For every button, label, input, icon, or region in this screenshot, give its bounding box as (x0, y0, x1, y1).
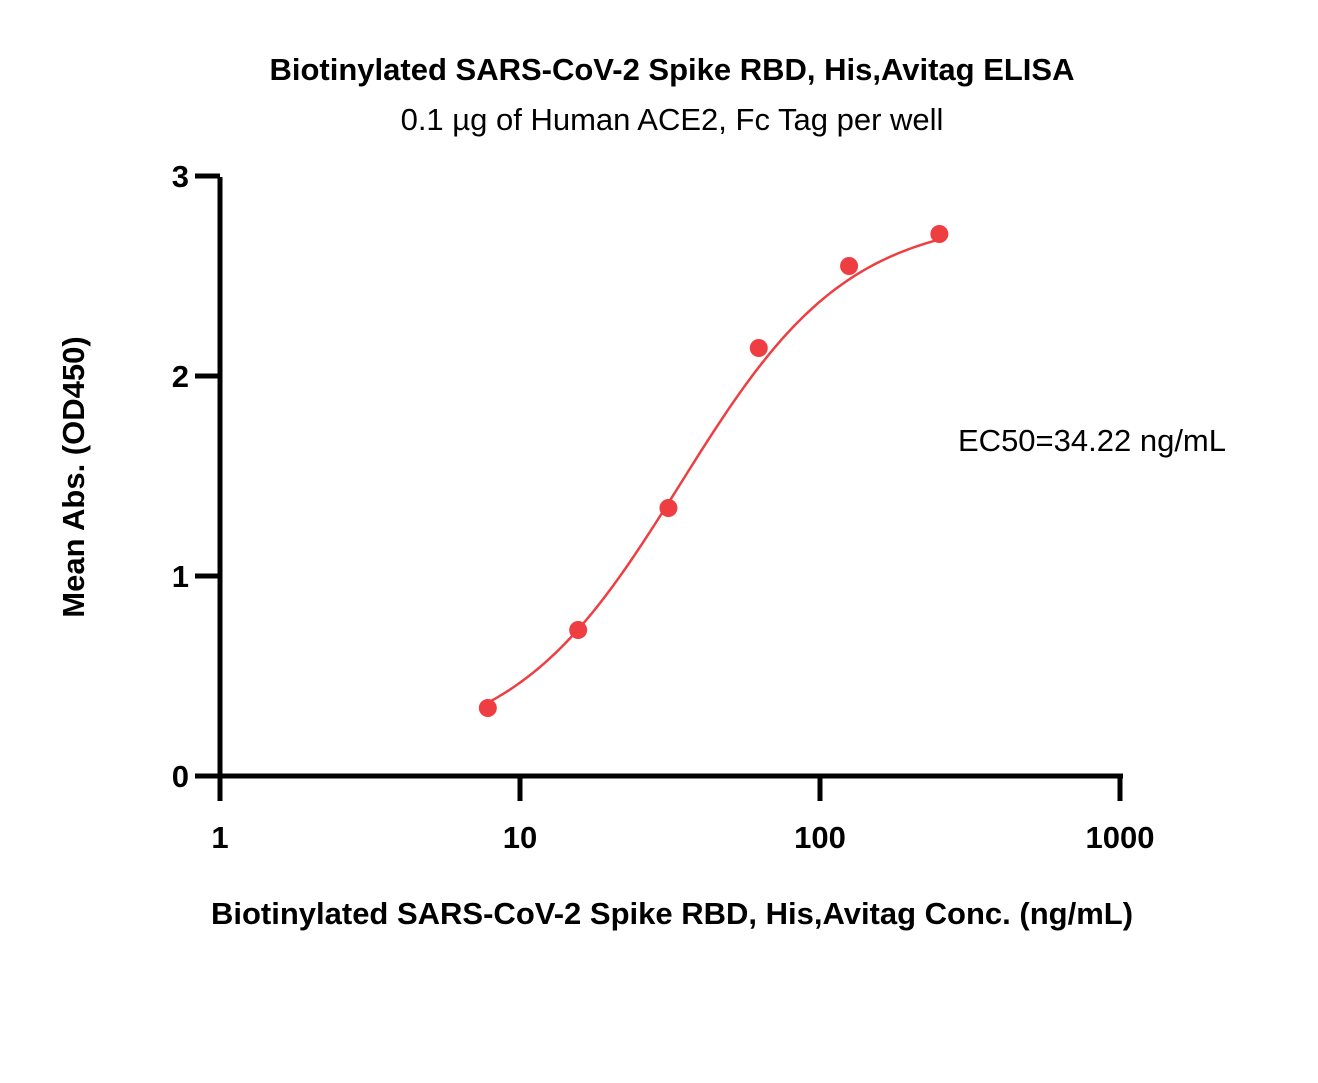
x-axis-ticks: 1 10 100 1000 (211, 776, 1154, 855)
y-tick-label: 0 (172, 759, 189, 794)
data-point (749, 339, 768, 357)
y-tick-label: 3 (172, 159, 189, 194)
data-point (659, 499, 678, 517)
data-point (840, 257, 859, 275)
data-point (930, 225, 949, 243)
y-tick-label: 2 (172, 359, 189, 394)
x-tick-label: 10 (503, 820, 537, 855)
x-tick-label: 1 (211, 820, 228, 855)
y-tick-label: 1 (172, 559, 189, 594)
x-tick-label: 100 (794, 820, 846, 855)
chart-title: Biotinylated SARS-CoV-2 Spike RBD, His,A… (270, 52, 1075, 87)
data-point (569, 621, 588, 639)
ec50-annotation: EC50=34.22 ng/mL (958, 423, 1226, 458)
data-points (478, 225, 949, 717)
data-point (478, 699, 497, 717)
x-tick-label: 1000 (1086, 820, 1155, 855)
x-axis-label: Biotinylated SARS-CoV-2 Spike RBD, His,A… (211, 896, 1133, 931)
chart-subtitle: 0.1 µg of Human ACE2, Fc Tag per well (401, 102, 944, 137)
fit-curve (487, 238, 940, 704)
y-axis-ticks: 0 1 2 3 (172, 159, 220, 794)
y-axis-label: Mean Abs. (OD450) (56, 336, 91, 617)
